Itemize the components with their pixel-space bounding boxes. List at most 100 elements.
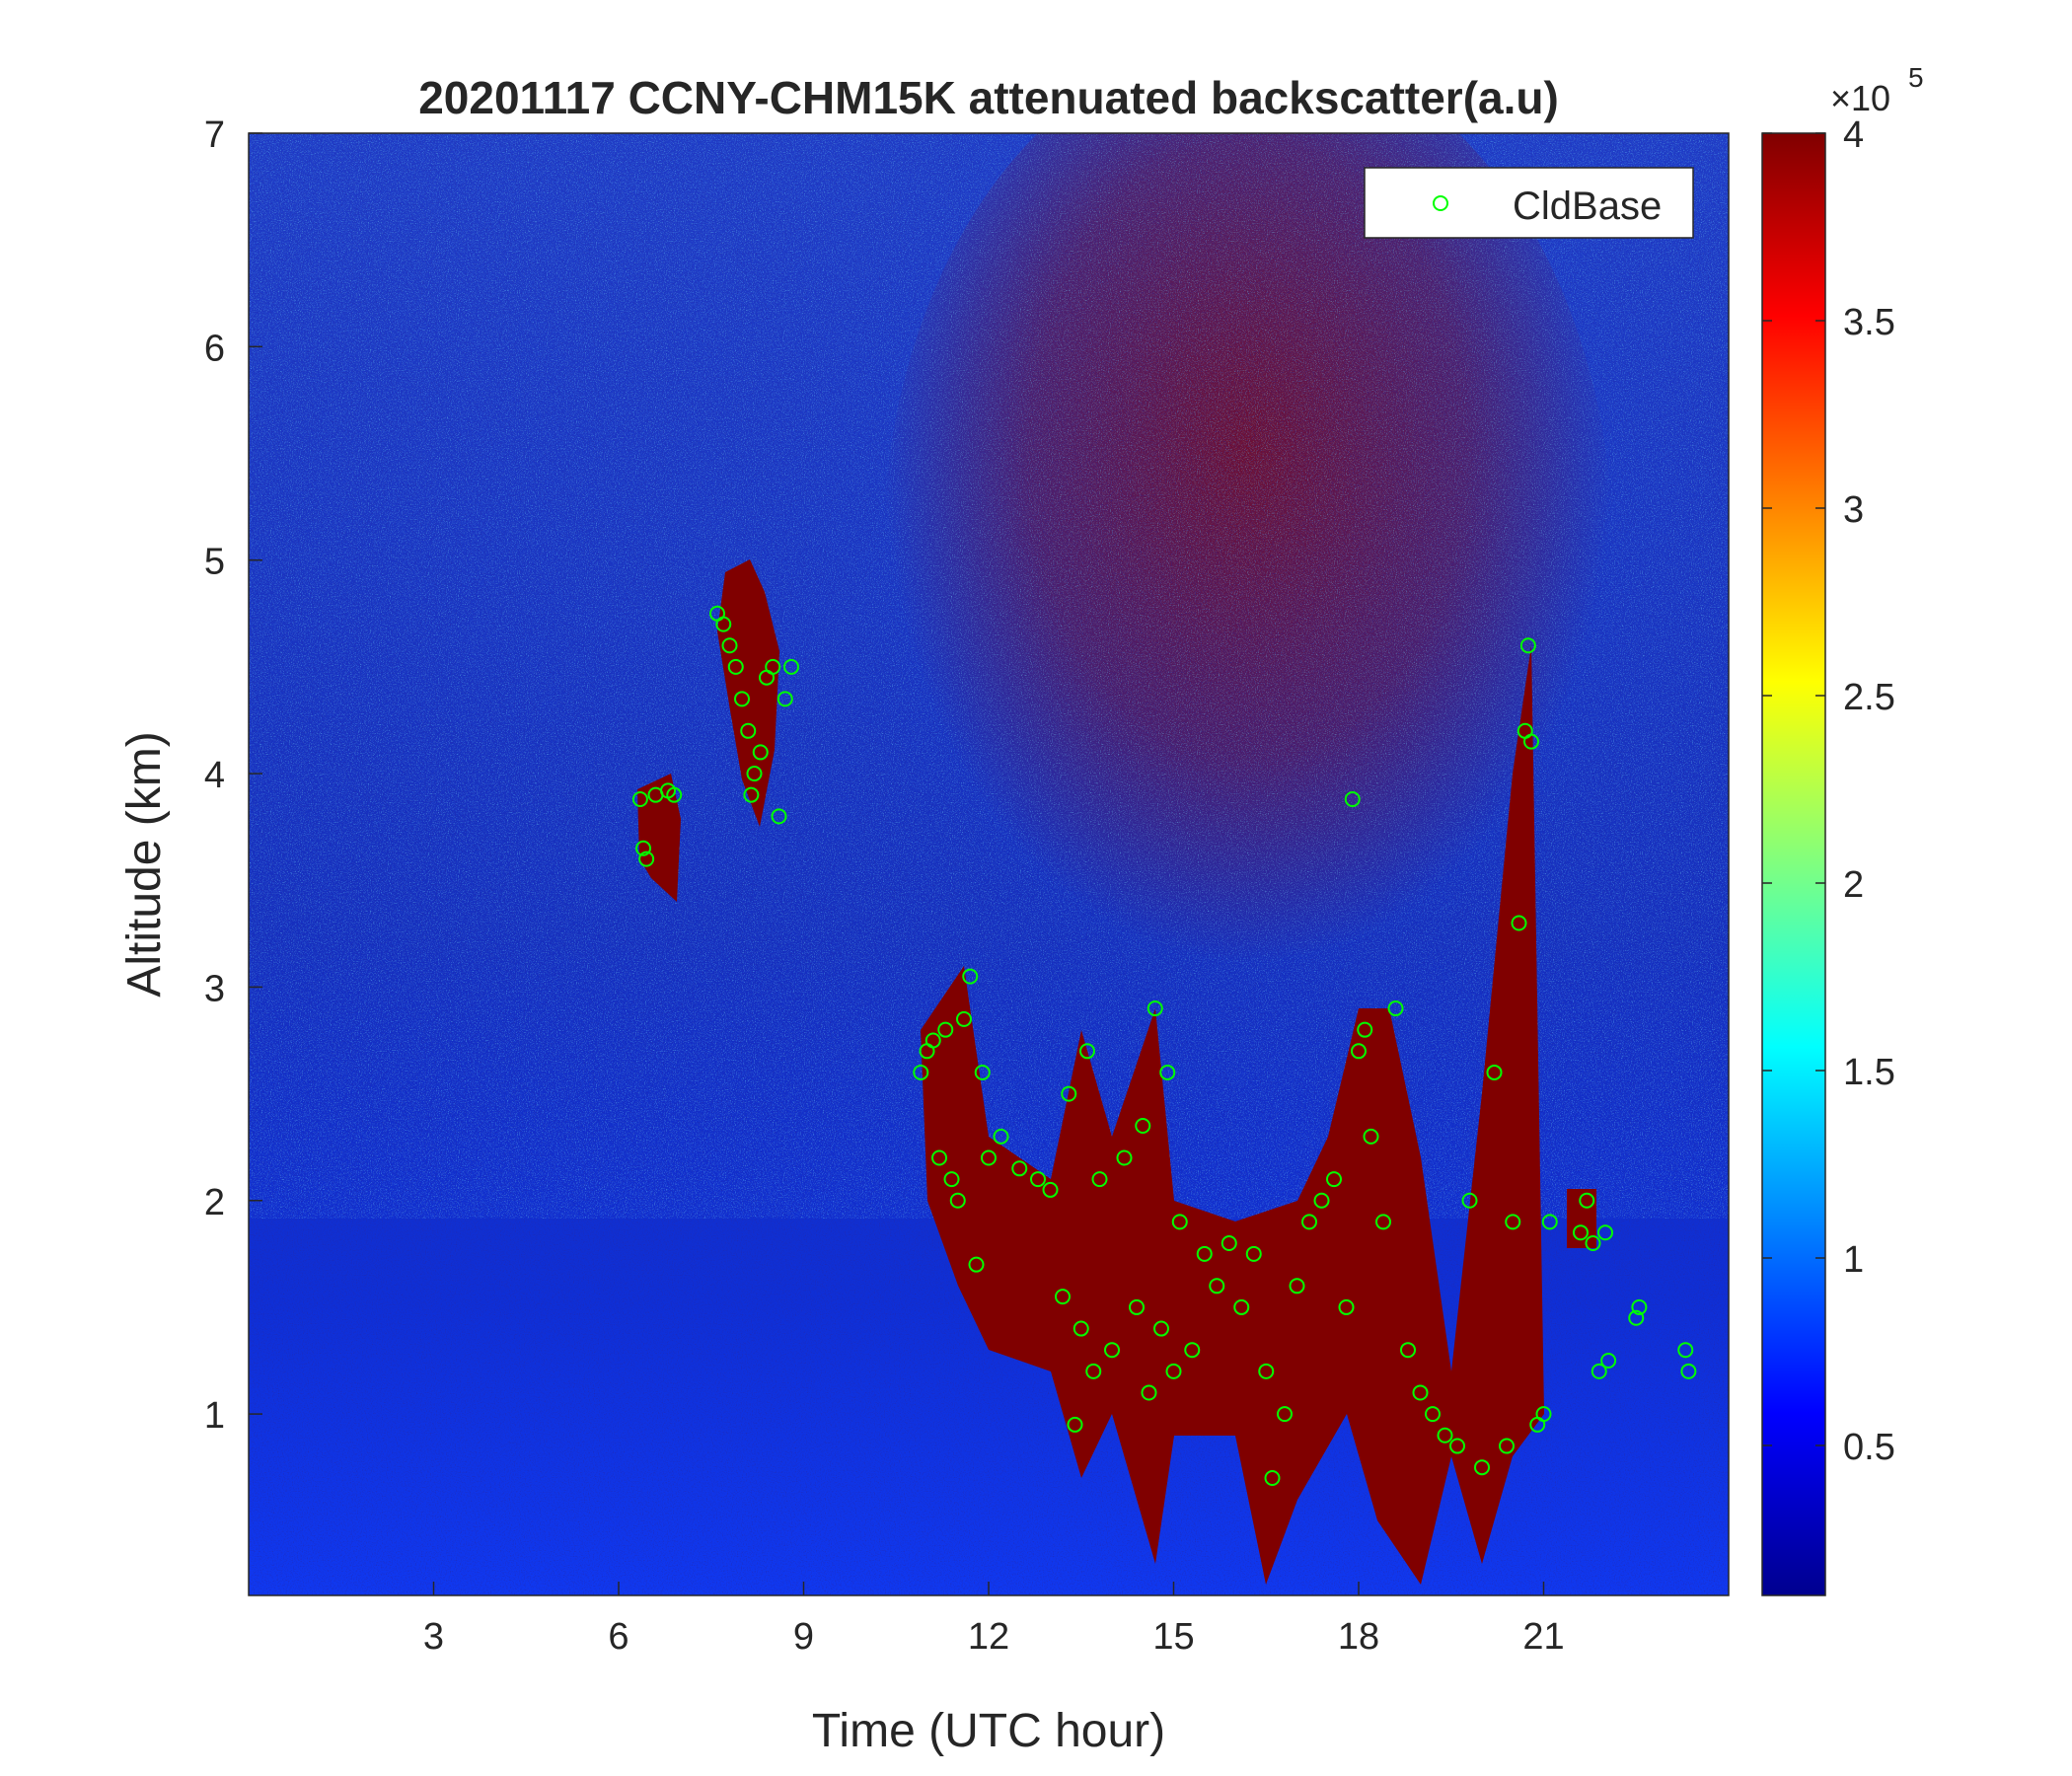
cloud-base-point [1412, 1384, 1429, 1401]
cloud-base-point [1258, 1363, 1275, 1379]
colorbar-exponent-base: ×10 [1830, 78, 1890, 118]
colorbar-exponent: 5 [1908, 62, 1924, 93]
cloud-base-point [765, 658, 781, 675]
cloud-base-point [777, 691, 793, 707]
cloud-base-point [1375, 1214, 1391, 1230]
x-tick-label: 21 [1522, 1616, 1564, 1658]
cloud-base-point [1067, 1416, 1083, 1433]
cloud-base-point [1326, 1171, 1342, 1188]
cloud-base-point [734, 691, 750, 707]
x-axis-label: Time (UTC hour) [812, 1705, 1165, 1757]
cloud-base-point [638, 851, 655, 867]
cloud-base-point [1116, 1149, 1133, 1166]
legend: CldBase [1364, 167, 1694, 239]
legend-box [1364, 167, 1694, 239]
cloud-base-point [783, 658, 799, 675]
colorbar-tick-label: 2.5 [1843, 677, 1895, 718]
cloud-base-point [1344, 791, 1361, 808]
cloud-base-point [1357, 1021, 1373, 1038]
y-tick-label: 6 [204, 328, 225, 369]
cloud-base-point [727, 658, 744, 675]
y-tick-label: 3 [204, 968, 225, 1009]
cloud-patch [921, 645, 1544, 1585]
cloud-base-point [962, 968, 979, 985]
y-tick-label: 2 [204, 1182, 225, 1223]
cloud-base-point [1628, 1309, 1645, 1326]
cloud-base-point [740, 722, 757, 739]
cloud-base-point [1233, 1298, 1250, 1315]
cloud-base-point [1351, 1043, 1367, 1060]
cloud-base-point [1171, 1214, 1188, 1230]
cloud-base-point [1474, 1459, 1490, 1476]
cloud-base-point [666, 786, 683, 803]
cloud-base-point [937, 1021, 954, 1038]
cloud-base-point [1449, 1438, 1465, 1454]
cloud-base-point [1523, 733, 1539, 750]
cloud-base-point [1104, 1342, 1120, 1359]
cloud-base-point [1073, 1320, 1089, 1337]
cloud-base-point [913, 1064, 929, 1080]
cloud-base-point [1301, 1214, 1317, 1230]
cloud-base-point [1264, 1470, 1281, 1487]
cloud-base-point [974, 1064, 991, 1080]
cloud-base-point [1061, 1085, 1077, 1102]
cloud-base-point [1600, 1353, 1617, 1369]
cloud-base-point [1363, 1128, 1379, 1145]
cloud-base-point [1461, 1192, 1478, 1209]
cloud-base-point [1141, 1384, 1157, 1401]
cloud-base-point [771, 808, 787, 825]
cloud-base-point [721, 637, 738, 654]
x-tick-label: 3 [423, 1616, 444, 1658]
cloud-base-point [746, 766, 763, 782]
cloud-base-point [1209, 1278, 1225, 1295]
cloud-base-point [993, 1128, 1009, 1145]
y-axis-label: Altitude (km) [118, 731, 171, 997]
cloud-base-point [1159, 1064, 1176, 1080]
cloud-base-point [715, 616, 732, 632]
backscatter-field [249, 133, 1729, 1595]
cloud-base-point [1511, 915, 1527, 931]
cloud-base-point [956, 1010, 972, 1027]
series [631, 605, 1697, 1487]
cloud-base-point [949, 1192, 966, 1209]
cloud-base-point [1091, 1171, 1108, 1188]
cloud-base-point [743, 786, 760, 803]
cloud-base-point [943, 1171, 960, 1188]
cloud-base-point [1437, 1427, 1453, 1443]
cloud-base-point [631, 791, 648, 808]
x-tick-label: 15 [1152, 1616, 1194, 1658]
y-tick-label: 5 [204, 542, 225, 583]
cloud-base-point [1135, 1118, 1151, 1135]
cloud-base-point [1631, 1298, 1648, 1315]
cloud-base-point [1313, 1192, 1330, 1209]
cloud-base-point [1030, 1171, 1046, 1188]
cloud-base-point [1245, 1245, 1262, 1262]
colorbar [1761, 132, 1826, 1596]
cloud-base-point [981, 1149, 997, 1166]
cloud-base-point [1055, 1289, 1071, 1305]
cloud-patch [637, 774, 681, 902]
cloud-base-point [1387, 1000, 1404, 1017]
cloud-base-point [1338, 1298, 1355, 1315]
x-tick-label: 12 [968, 1616, 1009, 1658]
colorbar-tick-label: 3.5 [1843, 302, 1895, 343]
cloud-base-point [1289, 1278, 1305, 1295]
cloud-base-point [1153, 1320, 1169, 1337]
y-tick-label: 7 [204, 114, 225, 156]
cloud-base-point [752, 744, 769, 761]
x-tick-label: 18 [1338, 1616, 1379, 1658]
cloud-base-point [1680, 1363, 1697, 1379]
cloud-base-point [968, 1256, 985, 1273]
cloud-base-point [1129, 1298, 1145, 1315]
cloud-base-point [1196, 1245, 1213, 1262]
cloud-base-point [1425, 1406, 1441, 1423]
cloud-base-point [1011, 1160, 1028, 1177]
cloud-base-point [1277, 1406, 1293, 1423]
cloud-base-point [1400, 1342, 1416, 1359]
colorbar-tick-label: 2 [1843, 864, 1864, 906]
cloud-base-point [931, 1149, 947, 1166]
cloud-base-point [1519, 637, 1536, 654]
y-tick-label: 4 [204, 755, 225, 796]
